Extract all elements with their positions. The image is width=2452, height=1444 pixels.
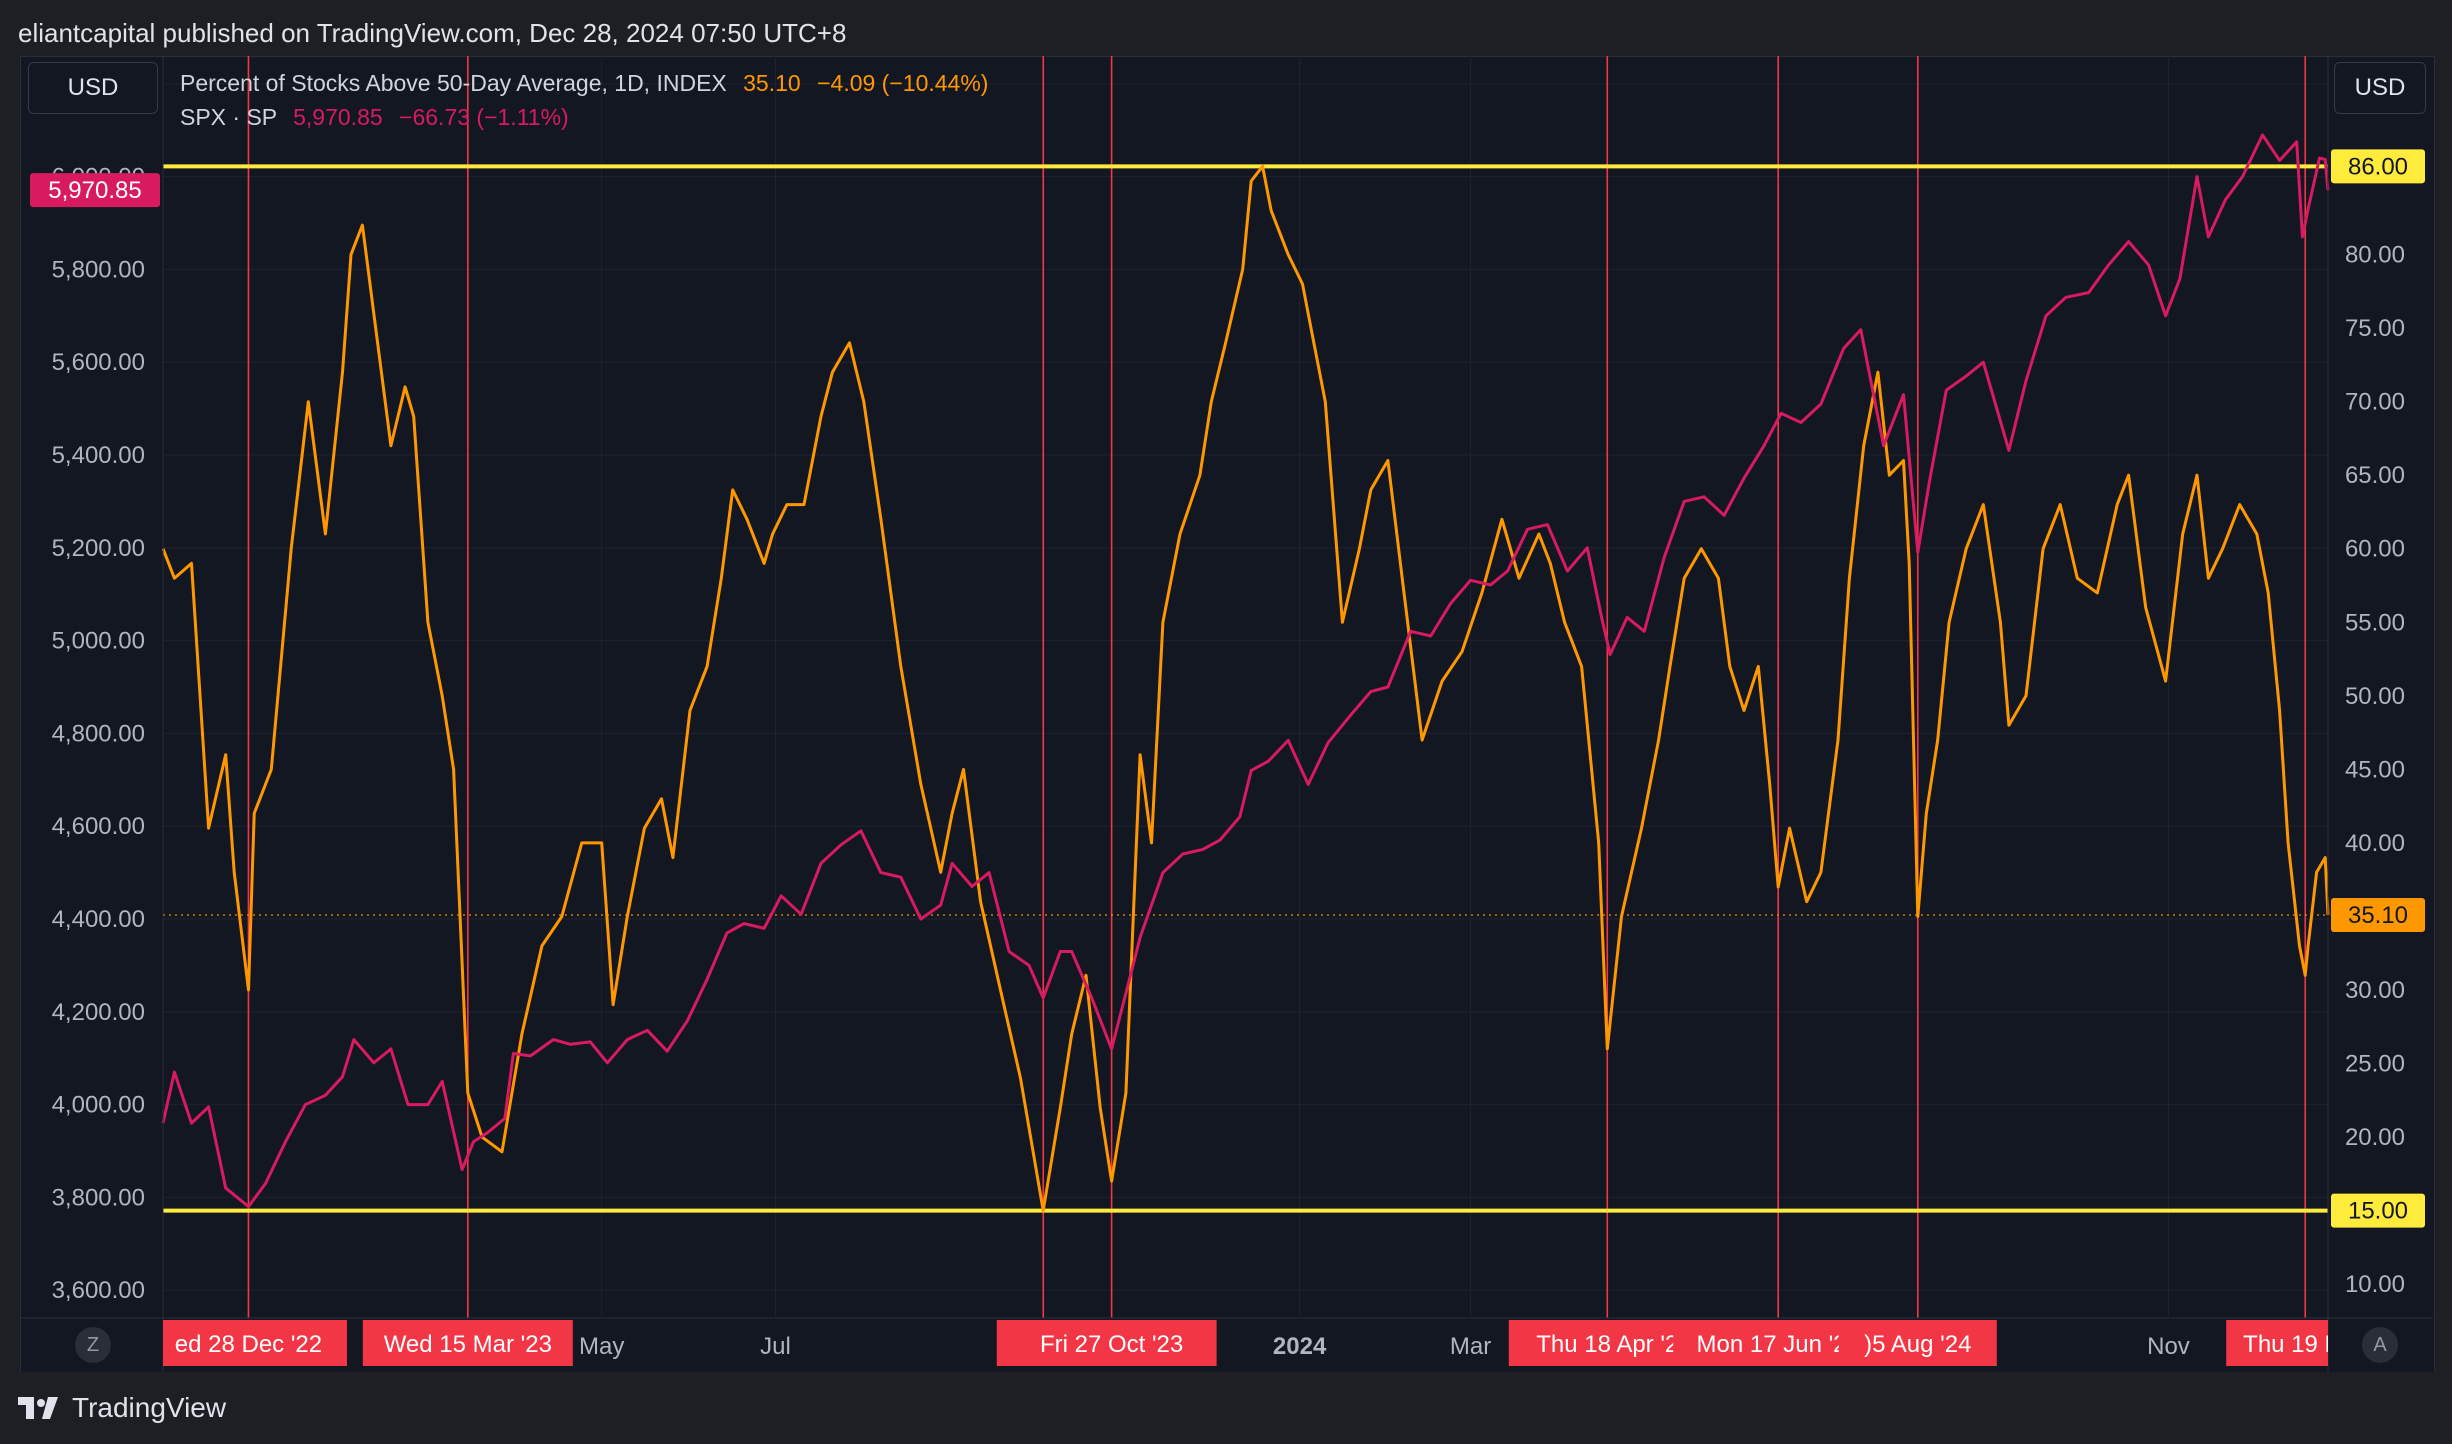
x-axis-tick-label: Mar (1450, 1333, 1491, 1360)
legend-series1-change: −4.09 (−10.44%) (817, 70, 989, 96)
right-axis-tick-label: 20.00 (2345, 1124, 2405, 1151)
publisher-line: eliantcapital published on TradingView.c… (18, 18, 847, 48)
left-axis-tick-label: 4,400.00 (52, 906, 145, 933)
left-axis-tick-label: 3,800.00 (52, 1184, 145, 1211)
legend: Percent of Stocks Above 50-Day Average, … (180, 72, 988, 140)
right-currency-button[interactable]: USD (2334, 62, 2426, 114)
series-line-spx (161, 133, 2330, 1209)
left-axis-tick-label: 5,200.00 (52, 535, 145, 562)
brand-name: TradingView (72, 1392, 227, 1423)
right-axis-tick-label: 80.00 (2345, 242, 2405, 269)
right-axis-tick-label: 40.00 (2345, 830, 2405, 857)
right-axis-tick-label: 70.00 (2345, 389, 2405, 416)
legend-row-spx[interactable]: SPX · SP 5,970.85 −66.73 (−1.11%) (180, 106, 988, 140)
chart-panel[interactable] (20, 56, 2435, 1374)
x-axis-tick-label: Jul (760, 1333, 791, 1360)
series-line-breadth (161, 164, 2330, 1213)
left-currency-button[interactable]: USD (28, 62, 158, 114)
right-value-badge (2331, 897, 2425, 932)
right-axis-tick-label: 10.00 (2345, 1271, 2405, 1298)
left-axis-tick-label: 4,000.00 (52, 1092, 145, 1119)
left-axis-tick-label: 5,000.00 (52, 628, 145, 655)
right-axis-tick-label: 30.00 (2345, 977, 2405, 1004)
right-axis-tick-label: 45.00 (2345, 756, 2405, 783)
x-axis-tick-label: 2024 (1273, 1333, 1327, 1360)
zoom-button[interactable]: Z (75, 1327, 111, 1363)
top-bar: eliantcapital published on TradingView.c… (0, 0, 2452, 56)
marker-date-pill (362, 1320, 573, 1366)
marker-date-label: Thu 19 Dec (2243, 1331, 2367, 1358)
legend-row-breadth[interactable]: Percent of Stocks Above 50-Day Average, … (180, 72, 988, 106)
legend-series2-last: 5,970.85 (293, 104, 383, 130)
marker-date-pill (1006, 1320, 1217, 1366)
footer-brand[interactable]: TradingView (18, 1392, 226, 1424)
left-last-badge (30, 173, 160, 208)
legend-series1-last: 35.10 (743, 70, 801, 96)
right-value-badge-label: 35.10 (2348, 902, 2408, 929)
right-axis-tick-label: 50.00 (2345, 683, 2405, 710)
marker-date-label: ed 28 Dec '22 (175, 1331, 322, 1358)
right-axis-tick-label: 60.00 (2345, 536, 2405, 563)
right-axis-tick-label: 55.00 (2345, 609, 2405, 636)
x-axis-tick-label: Nov (2147, 1333, 2190, 1360)
right-value-badge (2331, 149, 2425, 184)
marker-date-label: Wed 15 Mar '23 (384, 1331, 552, 1358)
marker-date-label: Thu 18 Apr '2 (1536, 1331, 1678, 1358)
legend-series2-name: SPX · SP (180, 104, 277, 130)
left-axis-tick-label: 5,800.00 (52, 256, 145, 283)
marker-date-label: Fri 27 Oct '23 (1040, 1331, 1183, 1358)
right-axis-tick-label: 65.00 (2345, 462, 2405, 489)
legend-series1-name: Percent of Stocks Above 50-Day Average, … (180, 70, 727, 96)
left-axis-tick-label: 5,400.00 (52, 442, 145, 469)
right-value-badge-label: 15.00 (2348, 1198, 2408, 1225)
marker-date-label: )5 Aug '24 (1864, 1331, 1971, 1358)
marker-date-pill (1508, 1320, 1706, 1366)
left-last-badge-label: 5,970.85 (48, 177, 141, 204)
left-axis-tick-label: 3,600.00 (52, 1277, 145, 1304)
marker-date-pill (2226, 1320, 2328, 1366)
left-axis-tick-label: 5,600.00 (52, 349, 145, 376)
right-axis-tick-label: 25.00 (2345, 1051, 2405, 1078)
right-value-badge-label: 86.00 (2348, 153, 2408, 180)
right-value-badge (2331, 1193, 2425, 1228)
legend-series2-change: −66.73 (−1.11%) (399, 104, 569, 130)
marker-date-pill (1838, 1320, 1997, 1366)
tradingview-logo-icon (18, 1395, 62, 1421)
left-axis-tick-label: 4,800.00 (52, 720, 145, 747)
marker-date-label: Mon 17 Jun '24 (1697, 1331, 1860, 1358)
x-axis-tick-label: May (579, 1333, 624, 1360)
right-axis-tick-label: 75.00 (2345, 315, 2405, 342)
left-axis-tick-label: 4,200.00 (52, 999, 145, 1026)
auto-scale-button[interactable]: A (2362, 1327, 2398, 1363)
footer (0, 1372, 2452, 1444)
marker-date-pill (163, 1320, 347, 1366)
left-axis-tick-label: 4,600.00 (52, 813, 145, 840)
